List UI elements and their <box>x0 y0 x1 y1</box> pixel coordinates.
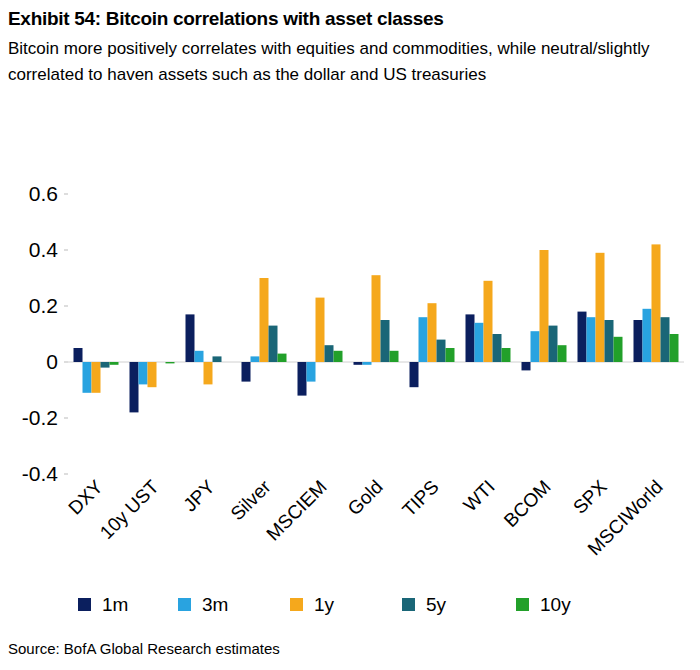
y-tick <box>64 306 68 307</box>
bar <box>558 345 567 362</box>
bar <box>634 320 643 362</box>
y-tick-label: 0.4 <box>29 238 59 261</box>
bar <box>74 348 83 362</box>
bar <box>437 340 446 362</box>
y-tick <box>64 418 68 419</box>
bar <box>260 278 269 362</box>
x-tick-label: MSCIWorld <box>584 476 667 559</box>
bar <box>269 326 278 362</box>
x-tick-label: MSCIEM <box>262 476 331 545</box>
y-tick <box>64 194 68 195</box>
bar <box>316 298 325 362</box>
bar <box>213 356 222 362</box>
bar <box>372 275 381 362</box>
y-tick-label: -0.4 <box>22 462 59 485</box>
x-tick-label: SPX <box>569 476 611 518</box>
bar <box>195 351 204 362</box>
bar <box>242 362 251 382</box>
legend-label: 3m <box>202 594 228 615</box>
bar <box>578 312 587 362</box>
bar <box>325 345 334 362</box>
bar <box>278 354 287 362</box>
bar <box>390 351 399 362</box>
y-tick <box>64 474 68 475</box>
bar <box>484 281 493 362</box>
chart: -0.4-0.200.20.40.6DXY10y USTJPYSilverMSC… <box>0 0 700 670</box>
bar <box>605 320 614 362</box>
legend-label: 1m <box>102 594 128 615</box>
bar <box>466 314 475 362</box>
y-tick-label: 0.2 <box>29 294 58 317</box>
bar <box>251 356 260 362</box>
subtitle: Bitcoin more positively correlates with … <box>8 36 678 88</box>
bars <box>74 244 679 412</box>
x-tick-label: TIPS <box>398 476 443 521</box>
x-tick-label: BCOM <box>500 476 555 531</box>
legend-swatch <box>516 598 529 611</box>
bar <box>587 317 596 362</box>
source: Source: BofA Global Research estimates <box>8 640 280 657</box>
bar <box>222 362 231 363</box>
legend-label: 10y <box>540 594 571 615</box>
bar <box>522 362 531 370</box>
bar <box>166 362 175 363</box>
bar <box>157 362 166 363</box>
legend-swatch <box>78 598 91 611</box>
x-tick-label: JPY <box>179 476 219 516</box>
bar <box>354 362 363 365</box>
bar <box>204 362 213 384</box>
bar <box>428 303 437 362</box>
bar <box>419 317 428 362</box>
y-tick-label: 0.6 <box>29 182 58 205</box>
bar <box>614 337 623 362</box>
x-tick-label: WTI <box>459 476 498 515</box>
x-tick-label: DXY <box>64 476 107 519</box>
bar <box>381 320 390 362</box>
bar <box>596 253 605 362</box>
bar <box>110 362 119 365</box>
bar <box>186 314 195 362</box>
bar <box>652 244 661 362</box>
y-tick-label: -0.2 <box>22 406 58 429</box>
bar <box>334 351 343 362</box>
bar <box>83 362 92 393</box>
bar <box>410 362 419 387</box>
title: Exhibit 54: Bitcoin correlations with as… <box>8 8 692 30</box>
legend-swatch <box>178 598 191 611</box>
bar <box>92 362 101 393</box>
bar <box>670 334 679 362</box>
legend-label: 1y <box>314 594 335 615</box>
y-tick <box>64 250 68 251</box>
bar <box>298 362 307 396</box>
y-tick-label: 0 <box>46 350 58 373</box>
x-tick-label: 10y UST <box>96 476 163 543</box>
bar <box>475 323 484 362</box>
legend-swatch <box>402 598 415 611</box>
bar <box>130 362 139 412</box>
bar <box>549 326 558 362</box>
bar <box>643 309 652 362</box>
bar <box>363 362 372 365</box>
bar <box>446 348 455 362</box>
bar <box>661 317 670 362</box>
bar <box>540 250 549 362</box>
bar <box>502 348 511 362</box>
bar <box>307 362 316 382</box>
x-tick-label: Gold <box>344 476 387 519</box>
legend-label: 5y <box>426 594 447 615</box>
legend-swatch <box>290 598 303 611</box>
x-tick-label: Silver <box>226 476 275 525</box>
bar <box>101 362 110 368</box>
bar <box>493 334 502 362</box>
bar <box>531 331 540 362</box>
bar <box>148 362 157 387</box>
bar <box>139 362 148 384</box>
y-tick <box>64 362 68 363</box>
